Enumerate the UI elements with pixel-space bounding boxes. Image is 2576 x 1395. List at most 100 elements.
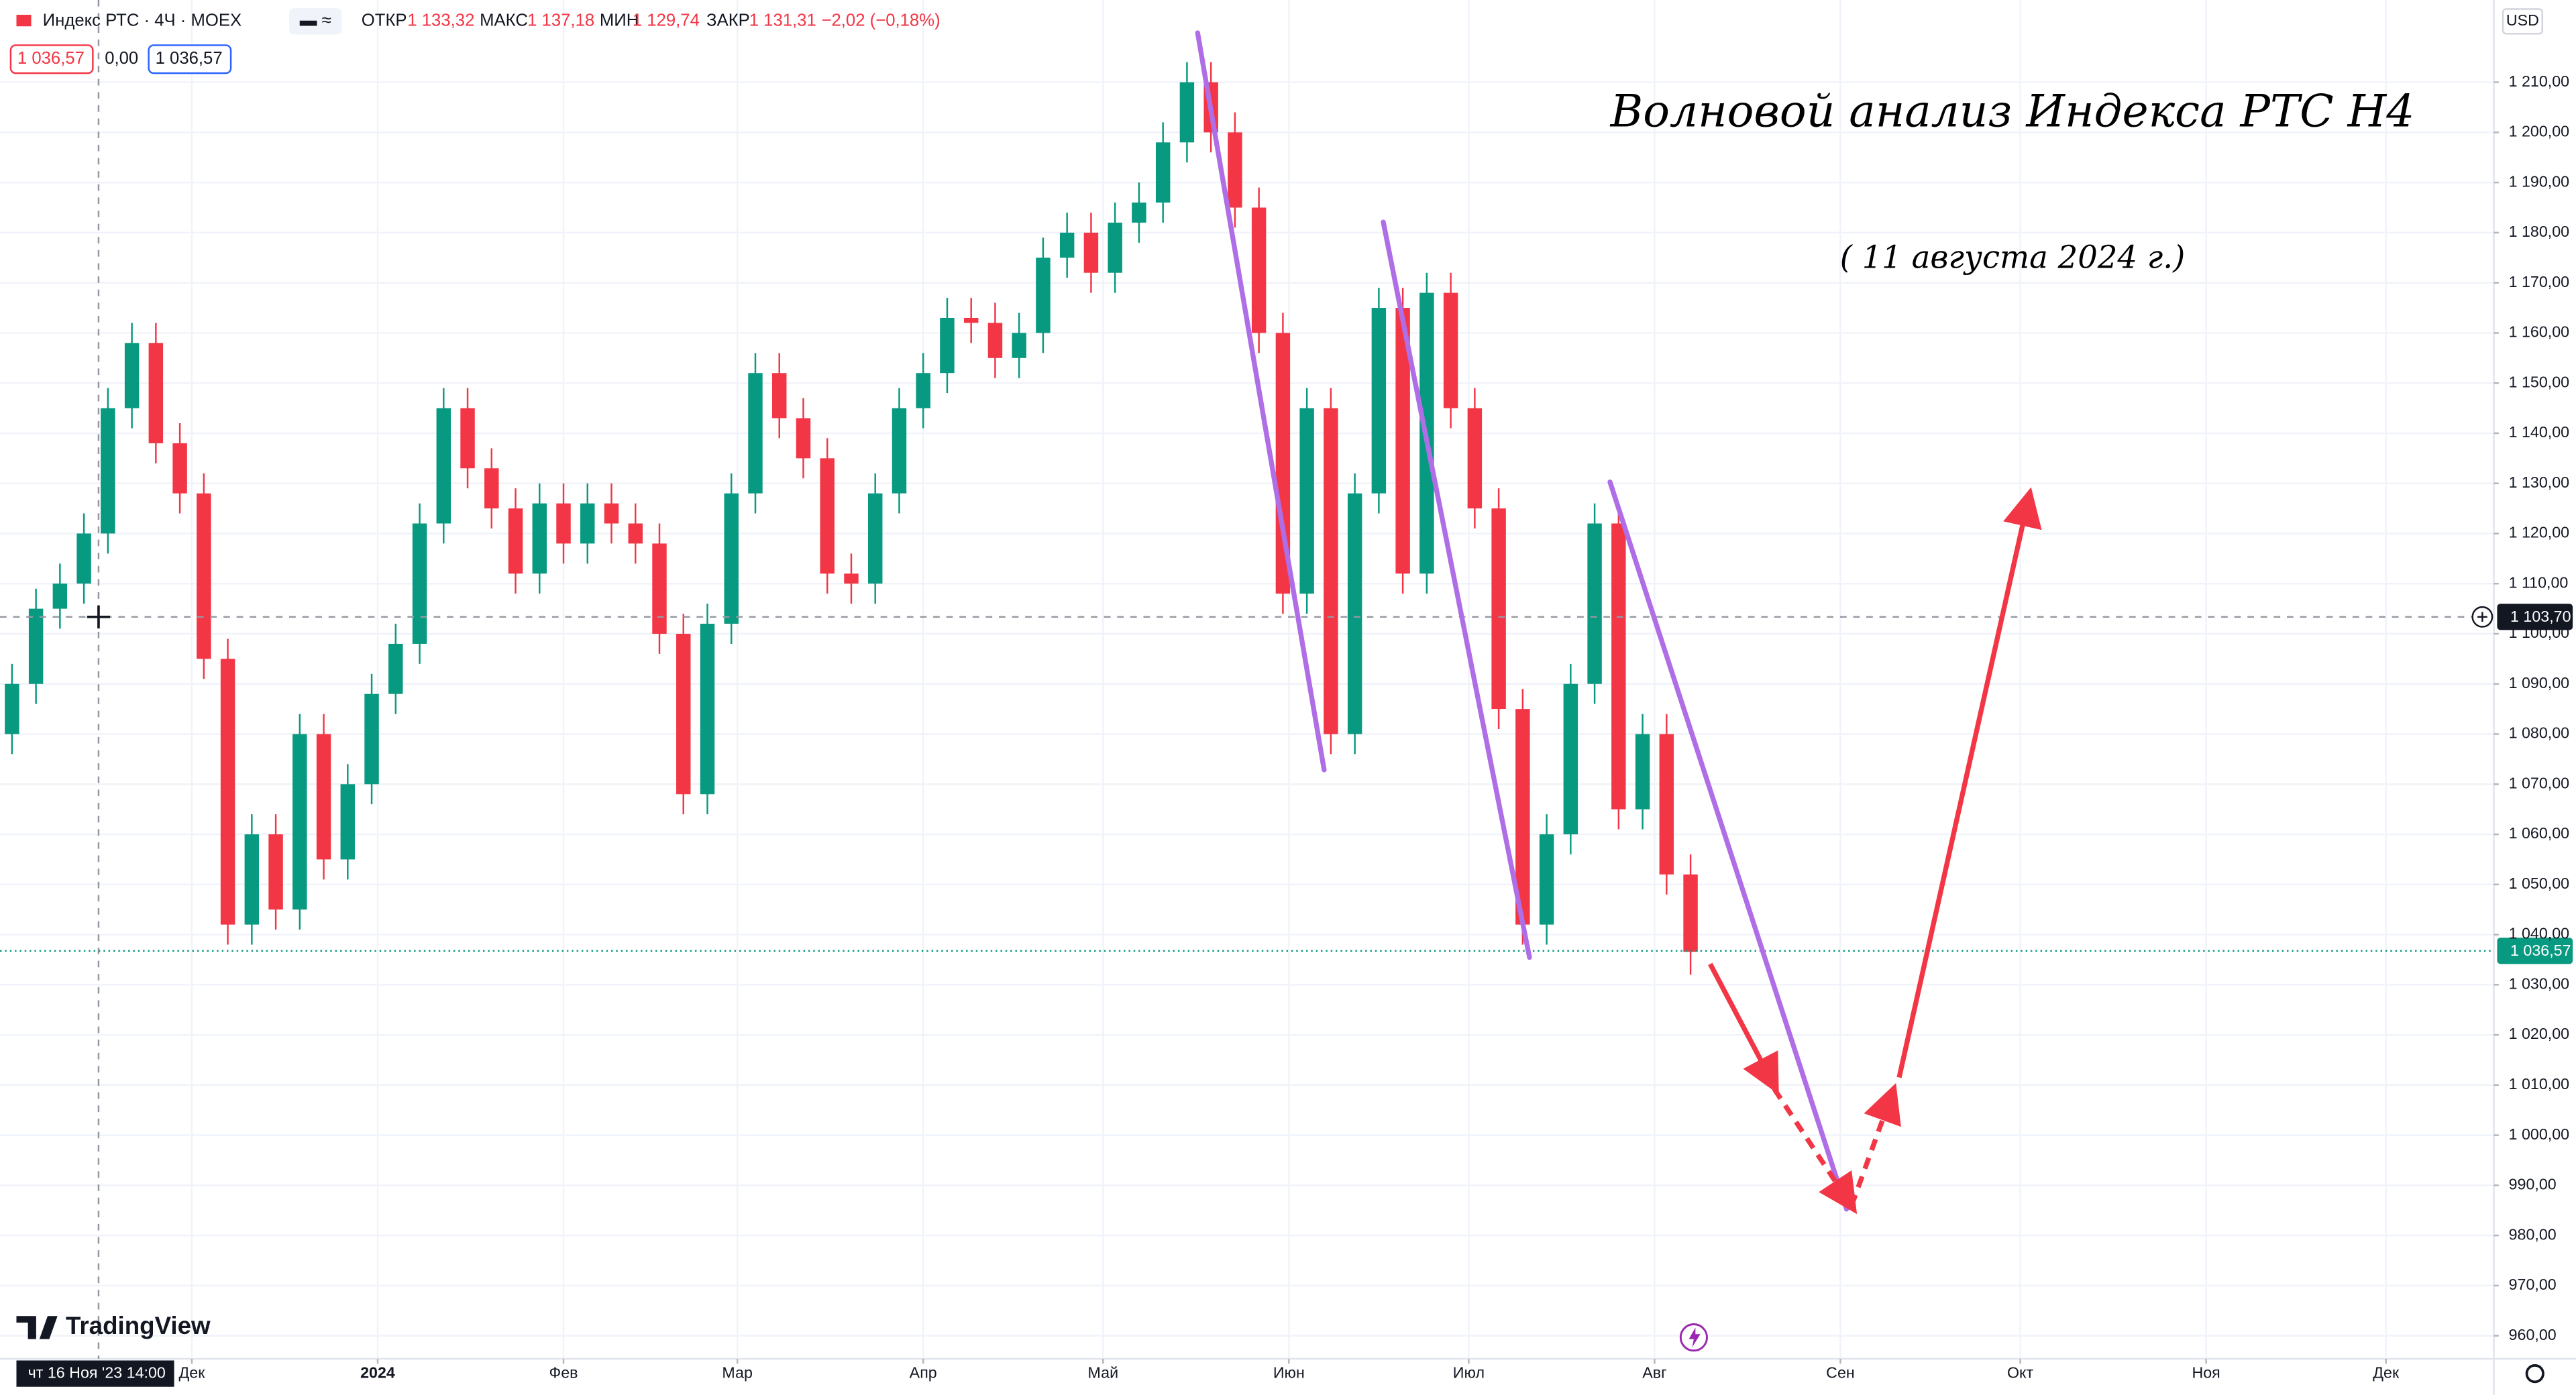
candle-body xyxy=(604,503,619,524)
candle-body xyxy=(628,523,643,544)
compare-toggle[interactable] xyxy=(289,8,342,35)
candle-body xyxy=(1539,834,1554,925)
y-tick-label: 1 150,00 xyxy=(2509,373,2570,390)
x-tick-label: Мар xyxy=(722,1363,752,1381)
candle-body xyxy=(1635,734,1650,810)
flag-icon xyxy=(16,15,32,27)
candle-body xyxy=(940,317,955,374)
sell-button[interactable] xyxy=(9,44,94,74)
settings-icon[interactable] xyxy=(2525,1364,2544,1384)
candle-body xyxy=(1083,232,1099,273)
candle-body xyxy=(1179,82,1195,143)
crosshair-price-badge xyxy=(2497,604,2573,630)
y-tick-label: 1 010,00 xyxy=(2509,1075,2570,1093)
candle-body xyxy=(460,408,475,469)
crosshair-date: чт 16 Ноя '23 14:00 xyxy=(28,1363,166,1381)
candle-body xyxy=(52,583,68,609)
candle-body xyxy=(484,468,499,509)
candle-body xyxy=(1347,493,1362,734)
candle-body xyxy=(1611,523,1626,810)
y-tick-label: 1 000,00 xyxy=(2509,1125,2570,1143)
candle-body xyxy=(124,343,140,408)
buy-price: 1 036,57 xyxy=(156,49,223,68)
y-tick-label: 980,00 xyxy=(2509,1225,2557,1243)
y-tick-label: 970,00 xyxy=(2509,1276,2557,1293)
candle-body xyxy=(436,408,451,524)
brand-logo xyxy=(16,1316,58,1339)
candle-body xyxy=(1275,333,1291,594)
y-tick-label: 960,00 xyxy=(2509,1326,2557,1343)
low-value: 1 129,74 xyxy=(633,11,700,30)
candle-body xyxy=(676,633,691,795)
x-tick-label: 2024 xyxy=(360,1363,395,1381)
buy-button[interactable] xyxy=(148,44,232,74)
candle-body xyxy=(1155,142,1171,203)
spread: 0,00 xyxy=(105,49,138,68)
x-tick-label: Ноя xyxy=(2192,1363,2220,1381)
y-tick-label: 1 030,00 xyxy=(2509,974,2570,992)
candle-body xyxy=(1443,292,1458,408)
candle-body xyxy=(364,693,379,785)
wave-lines xyxy=(1195,30,1849,1212)
y-tick-label: 1 200,00 xyxy=(2509,123,2570,140)
change-value: −2,02 (−0,18%) xyxy=(821,11,940,30)
y-tick-label: 1 080,00 xyxy=(2509,724,2570,742)
y-tick-label: 1 060,00 xyxy=(2509,824,2570,842)
x-tick-label: Фев xyxy=(549,1363,578,1381)
candle-body xyxy=(580,503,595,544)
candle-body xyxy=(748,373,763,494)
y-tick-label: 990,00 xyxy=(2509,1176,2557,1193)
candle-body xyxy=(796,418,811,459)
candle-body xyxy=(1132,203,1146,223)
candle-body xyxy=(1395,308,1410,574)
candle-body xyxy=(1108,222,1122,273)
candle-body xyxy=(412,523,427,644)
candle-body xyxy=(556,503,571,544)
grid xyxy=(0,0,2494,1359)
currency: USD xyxy=(2506,11,2539,29)
crosshair-date-badge xyxy=(16,1360,174,1387)
y-tick-label: 1 110,00 xyxy=(2509,573,2569,591)
y-tick-label: 1 120,00 xyxy=(2509,524,2570,541)
y-tick-label: 1 190,00 xyxy=(2509,172,2570,190)
candle-body xyxy=(172,443,187,494)
candle-body xyxy=(268,834,283,910)
close-value: 1 131,31 xyxy=(749,11,816,30)
brand: TradingView xyxy=(66,1312,211,1339)
candle-body xyxy=(340,784,356,860)
candle-body xyxy=(772,373,787,418)
y-tick-label: 1 050,00 xyxy=(2509,875,2570,892)
candle-body xyxy=(244,834,260,925)
candle-body xyxy=(1059,232,1075,258)
y-tick-label: 1 210,00 xyxy=(2509,72,2570,90)
candle-body xyxy=(316,734,331,860)
x-tick-label: Дек xyxy=(2373,1363,2400,1381)
y-tick-label: 1 130,00 xyxy=(2509,473,2570,491)
annotation-title: Волновой анализ Индекса РТС Н4 xyxy=(1610,86,2415,137)
candle-body xyxy=(1587,523,1602,684)
candle-body xyxy=(1228,132,1242,208)
y-tick-label: 1 140,00 xyxy=(2509,423,2570,441)
x-tick-label: Сен xyxy=(1826,1363,1855,1381)
symbol[interactable]: Индекс РТС · 4Ч · MOEX xyxy=(43,11,242,30)
candle-body xyxy=(867,493,883,584)
close-label: ЗАКР xyxy=(706,11,750,30)
currency-button[interactable] xyxy=(2502,8,2544,35)
open-label: ОТКР xyxy=(362,11,407,30)
x-tick-label: Окт xyxy=(2007,1363,2034,1381)
crosshair-price: 1 103,70 xyxy=(2510,608,2571,625)
sell-price: 1 036,57 xyxy=(17,49,85,68)
candle-body xyxy=(532,503,547,574)
candle-body xyxy=(700,624,715,795)
last-price-badge xyxy=(2497,938,2573,964)
candle-body xyxy=(1036,258,1051,333)
add-alert-plus xyxy=(2477,612,2487,622)
candle-body xyxy=(987,323,1003,358)
candle-body xyxy=(292,734,307,910)
candle-body xyxy=(1683,874,1698,952)
compare-icon: ▬ ≈ xyxy=(300,11,331,30)
candle-body xyxy=(652,543,667,634)
candle-body xyxy=(28,608,44,684)
last-price: 1 036,57 xyxy=(2510,942,2571,959)
